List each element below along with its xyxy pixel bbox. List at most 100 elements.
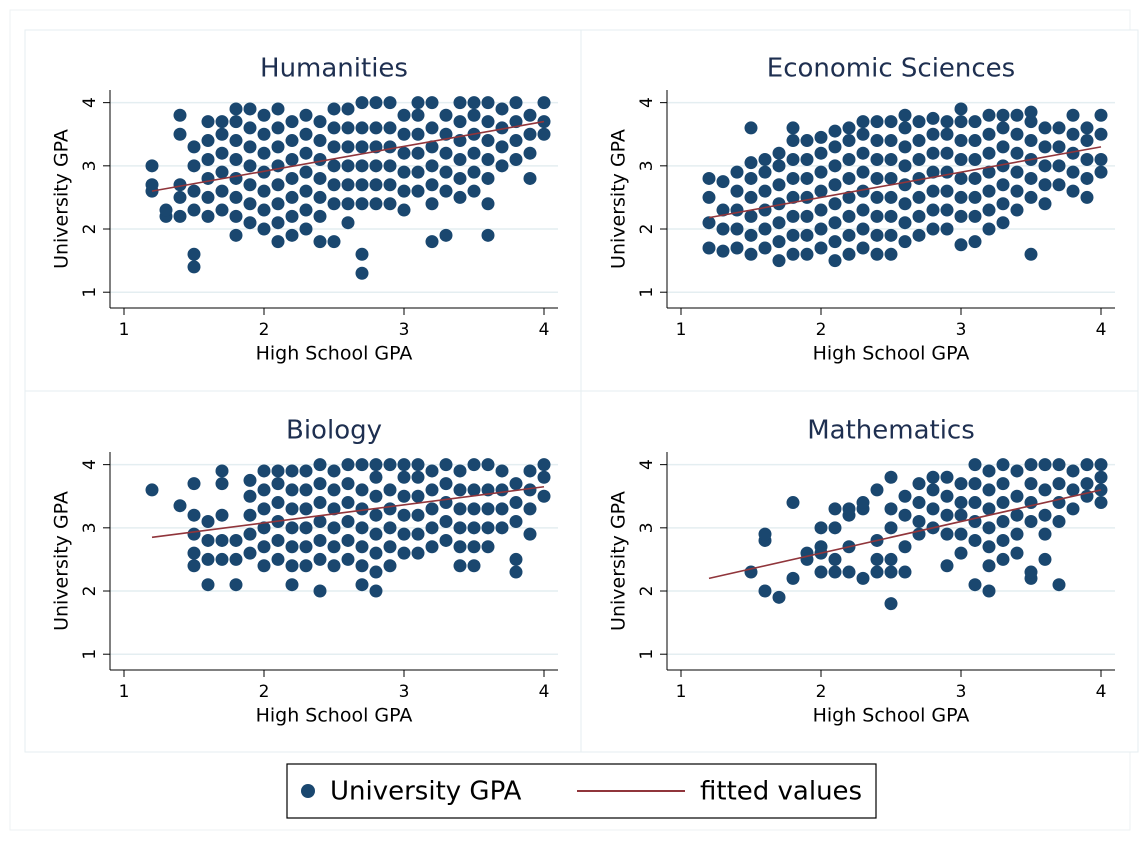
scatter-point: [397, 203, 411, 217]
scatter-point: [271, 464, 285, 478]
scatter-point: [299, 559, 313, 573]
scatter-point: [940, 165, 954, 179]
scatter-point: [898, 565, 912, 579]
scatter-point: [285, 559, 299, 573]
scatter-point: [425, 540, 439, 554]
scatter-point: [842, 153, 856, 167]
scatter-point: [313, 458, 327, 472]
scatter-point: [509, 552, 523, 566]
scatter-point: [313, 209, 327, 223]
scatter-point: [327, 178, 341, 192]
scatter-point: [898, 108, 912, 122]
scatter-point: [257, 184, 271, 198]
scatter-point: [509, 565, 523, 579]
scatter-point: [814, 203, 828, 217]
scatter-point: [940, 203, 954, 217]
scatter-point: [842, 228, 856, 242]
scatter-point: [341, 121, 355, 135]
scatter-point: [481, 153, 495, 167]
scatter-point: [201, 153, 215, 167]
panel-title: Biology: [286, 416, 382, 446]
scatter-point: [243, 178, 257, 192]
scatter-point: [968, 496, 982, 510]
scatter-point: [954, 134, 968, 148]
scatter-point: [884, 190, 898, 204]
scatter-point: [215, 552, 229, 566]
scatter-point: [1094, 496, 1108, 510]
scatter-point: [453, 96, 467, 110]
scatter-point: [327, 159, 341, 173]
scatter-point: [870, 115, 884, 129]
scatter-point: [926, 165, 940, 179]
scatter-point: [481, 458, 495, 472]
scatter-point: [968, 458, 982, 472]
scatter-point: [1094, 470, 1108, 484]
scatter-point: [982, 222, 996, 236]
scatter-point: [856, 222, 870, 236]
scatter-point: [1010, 184, 1024, 198]
scatter-point: [341, 552, 355, 566]
scatter-point: [495, 140, 509, 154]
scatter-point: [313, 235, 327, 249]
scatter-point: [982, 584, 996, 598]
scatter-point: [229, 134, 243, 148]
y-tick-label: 1: [80, 287, 100, 298]
scatter-point: [884, 565, 898, 579]
scatter-point: [411, 96, 425, 110]
scatter-point: [772, 197, 786, 211]
scatter-point: [940, 489, 954, 503]
scatter-point: [968, 209, 982, 223]
x-tick-label: 4: [539, 320, 550, 340]
scatter-point: [271, 197, 285, 211]
y-tick-label: 3: [637, 160, 657, 171]
scatter-point: [495, 102, 509, 116]
scatter-point: [341, 178, 355, 192]
scatter-point: [355, 458, 369, 472]
scatter-point: [187, 140, 201, 154]
scatter-point: [996, 197, 1010, 211]
scatter-point: [467, 108, 481, 122]
scatter-point: [1010, 527, 1024, 541]
panel-title: Economic Sciences: [767, 54, 1015, 84]
scatter-point: [243, 508, 257, 522]
scatter-point: [285, 134, 299, 148]
x-tick-label: 3: [956, 320, 967, 340]
scatter-point: [481, 134, 495, 148]
scatter-point: [968, 533, 982, 547]
scatter-point: [495, 159, 509, 173]
scatter-point: [940, 146, 954, 160]
scatter-point: [159, 203, 173, 217]
scatter-point: [982, 521, 996, 535]
scatter-point: [814, 146, 828, 160]
scatter-point: [509, 477, 523, 491]
scatter-point: [509, 134, 523, 148]
scatter-point: [912, 153, 926, 167]
scatter-point: [439, 515, 453, 529]
scatter-point: [285, 578, 299, 592]
scatter-point: [285, 228, 299, 242]
scatter-point: [786, 134, 800, 148]
scatter-point: [744, 228, 758, 242]
scatter-point: [730, 184, 744, 198]
scatter-point: [229, 209, 243, 223]
legend-label: University GPA: [330, 777, 522, 807]
scatter-point: [257, 521, 271, 535]
y-tick-label: 3: [80, 522, 100, 533]
scatter-point: [800, 190, 814, 204]
scatter-point: [453, 521, 467, 535]
scatter-point: [215, 115, 229, 129]
scatter-point: [285, 190, 299, 204]
scatter-point: [215, 165, 229, 179]
scatter-point: [744, 190, 758, 204]
scatter-point: [828, 178, 842, 192]
scatter-point: [187, 184, 201, 198]
scatter-point: [702, 190, 716, 204]
x-tick-label: 1: [119, 682, 130, 702]
scatter-point: [1024, 105, 1038, 119]
scatter-point: [271, 477, 285, 491]
y-tick-label: 1: [637, 287, 657, 298]
scatter-point: [982, 165, 996, 179]
scatter-point: [341, 515, 355, 529]
scatter-point: [271, 216, 285, 230]
